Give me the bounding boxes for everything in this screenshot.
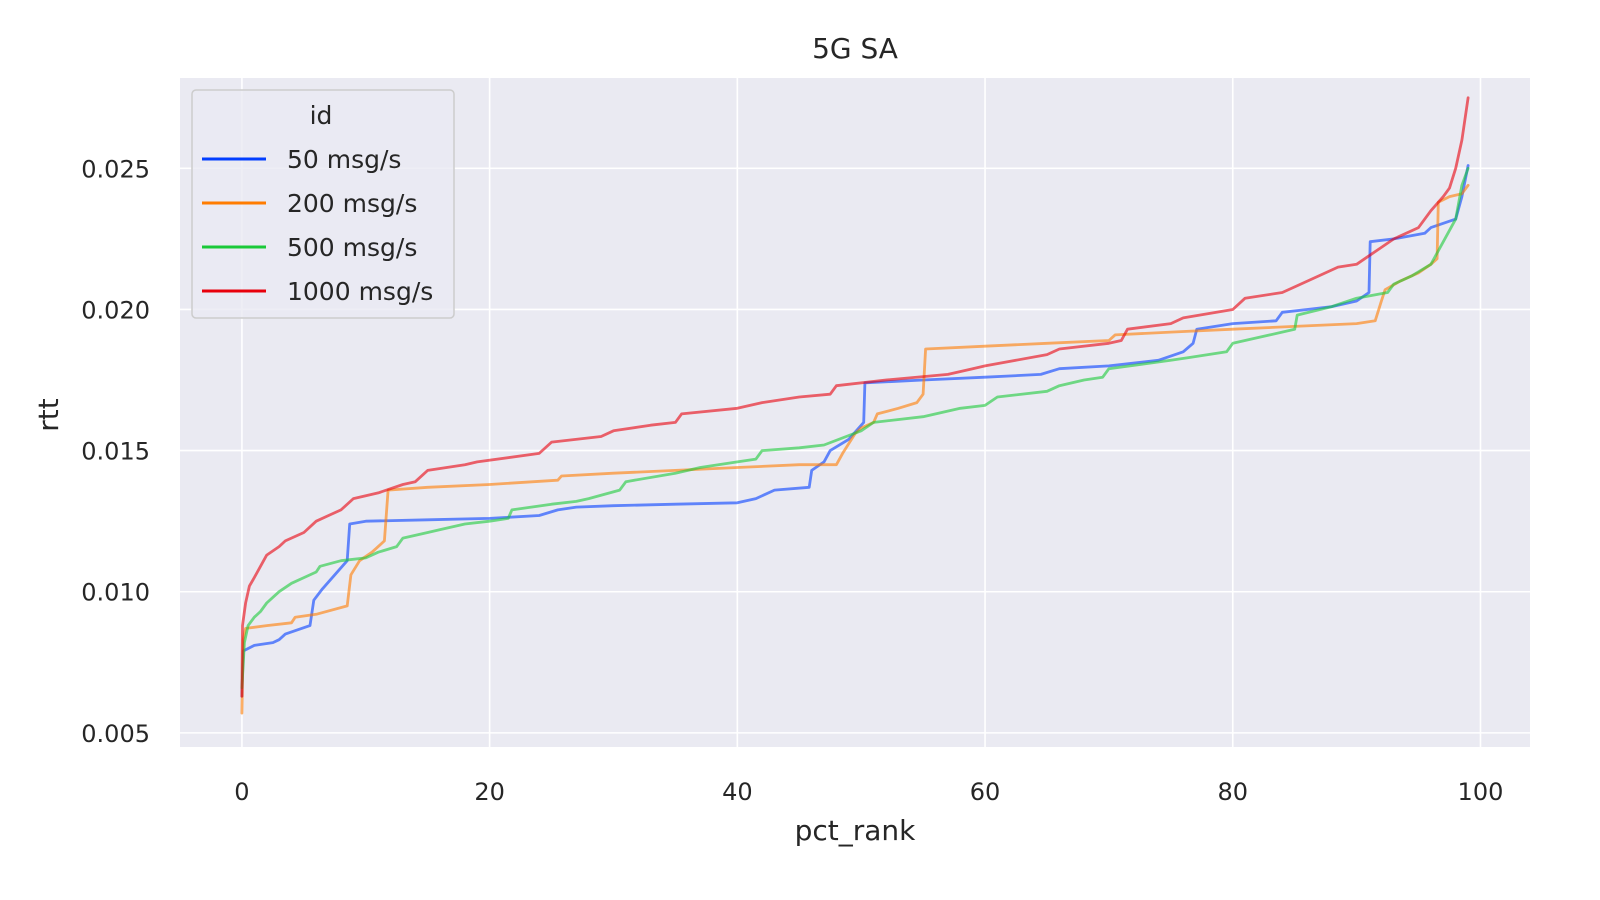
y-tick-label: 0.020: [81, 296, 150, 324]
y-tick-label: 0.015: [81, 438, 150, 466]
y-tick-label: 0.010: [81, 579, 150, 607]
series-line-4: [240, 96, 1470, 698]
x-axis: 0 20 40 60 80 100: [234, 778, 1503, 806]
legend-label: 500 msg/s: [287, 233, 417, 262]
series-line-3: [240, 166, 1470, 690]
x-tick-label: 80: [1217, 778, 1248, 806]
legend-label: 1000 msg/s: [287, 277, 433, 306]
legend-items: 50 msg/s 200 msg/s 500 msg/s 1000 msg/s: [202, 145, 433, 306]
y-tick-label: 0.025: [81, 155, 150, 183]
x-tick-label: 100: [1458, 778, 1504, 806]
x-tick-label: 40: [722, 778, 753, 806]
y-axis-title: rtt: [32, 398, 65, 431]
y-tick-label: 0.005: [81, 720, 150, 748]
legend-label: 200 msg/s: [287, 189, 417, 218]
y-axis: 0.005 0.010 0.015 0.020 0.025: [81, 155, 150, 748]
legend-label: 50 msg/s: [287, 145, 401, 174]
x-tick-label: 60: [970, 778, 1001, 806]
legend-title: id: [310, 101, 333, 130]
x-tick-label: 20: [474, 778, 505, 806]
x-axis-title: pct_rank: [795, 814, 917, 847]
legend: id 50 msg/s 200 msg/s 500 msg/s 1000 msg/s: [191, 89, 455, 319]
series-layer: [240, 96, 1470, 715]
x-tick-label: 0: [234, 778, 249, 806]
chart-title: 5G SA: [812, 32, 898, 65]
legend-box: [191, 89, 455, 319]
